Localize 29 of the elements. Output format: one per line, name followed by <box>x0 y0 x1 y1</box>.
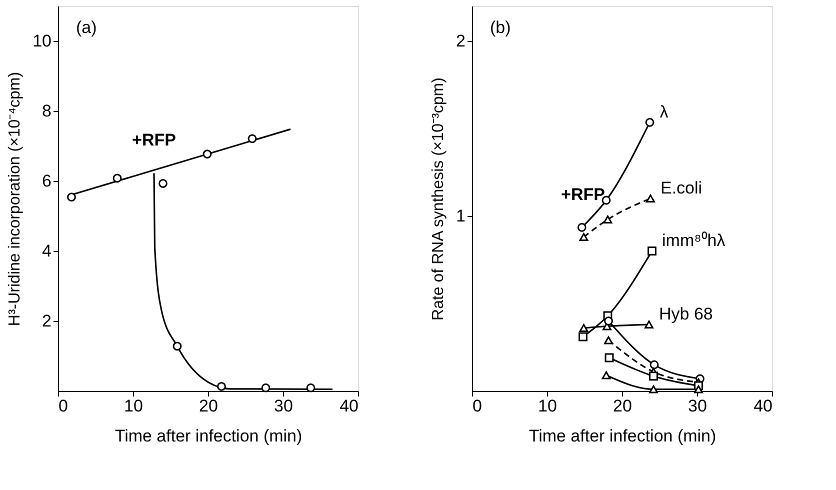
x-axis-title: Time after infection (min) <box>114 426 302 446</box>
x-tick-label: 0 <box>58 396 68 416</box>
y-tick-label: 6 <box>42 172 52 190</box>
y-tick-label: 2 <box>42 312 52 330</box>
y-axis-title: H³-Uridine incorporation (×10⁻⁴cpm) <box>6 72 24 326</box>
x-tick-label: 30 <box>274 396 293 416</box>
y-axis-title: Rate of RNA synthesis (×10⁻³cpm) <box>430 78 448 320</box>
x-tick-label: 20 <box>199 396 218 416</box>
x-tick-label: 40 <box>754 396 772 416</box>
x-axis-title: Time after infection (min) <box>528 426 716 446</box>
y-tick-label: 2 <box>456 32 466 50</box>
y-tick-label: 10 <box>32 32 52 50</box>
x-tick-label: 10 <box>538 396 557 416</box>
annotation: (b) <box>490 18 511 37</box>
series-label: Hyb 68 <box>659 304 713 324</box>
annotation: (a) <box>76 18 97 37</box>
x-tick-label: 0 <box>472 396 482 416</box>
x-tick-label: 20 <box>613 396 632 416</box>
x-tick-label: 10 <box>124 396 143 416</box>
annotation: +RFP <box>132 130 176 150</box>
series-label: λ <box>660 102 669 122</box>
series-label: E.coli <box>660 178 702 198</box>
y-tick-label: 8 <box>42 102 52 120</box>
x-tick-label: 30 <box>688 396 707 416</box>
x-tick-label: 40 <box>340 396 358 416</box>
annotation: +RFP <box>561 184 605 204</box>
y-tick-label: 1 <box>456 206 466 226</box>
series-label: imm⁸⁰hλ <box>662 231 726 250</box>
y-tick-label: 4 <box>42 242 52 260</box>
